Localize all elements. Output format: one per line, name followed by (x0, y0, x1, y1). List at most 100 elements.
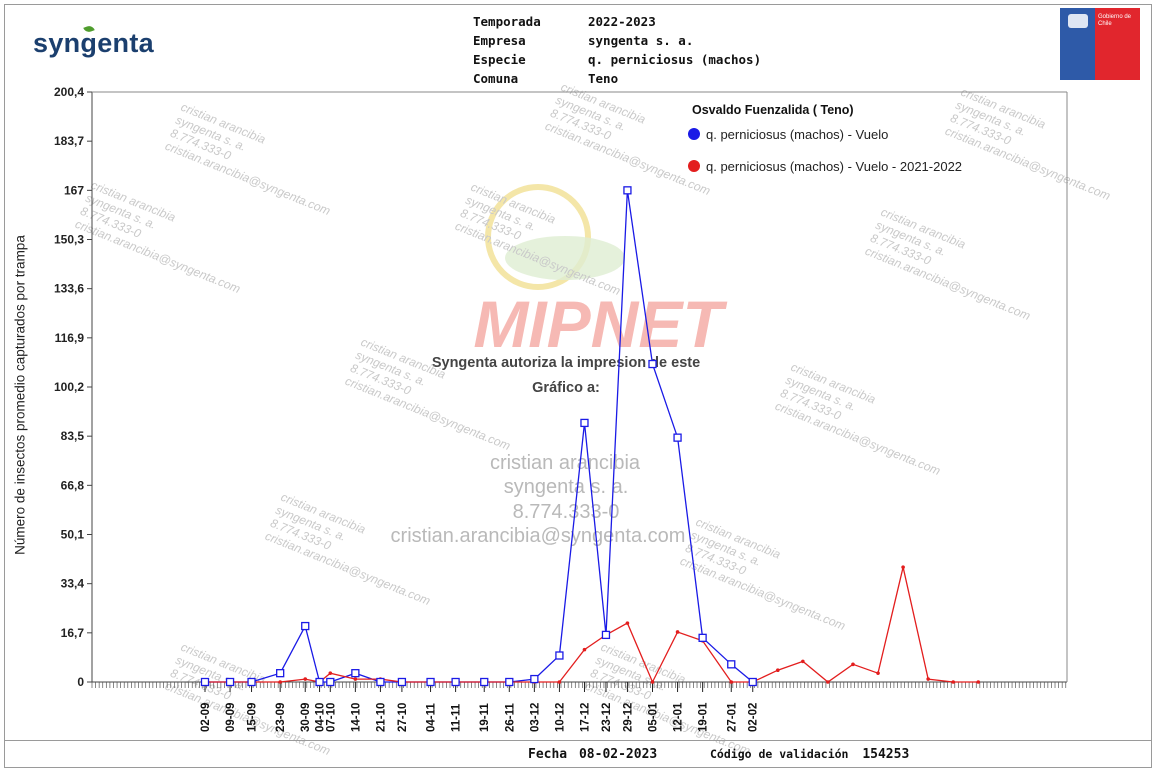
authorization-line1: Syngenta autoriza la impresion de este (432, 355, 700, 371)
data-point-vuelo (698, 633, 707, 642)
gobierno-de-chile-logo: Gobierno de Chile (1060, 8, 1140, 80)
data-point-vuelo (247, 677, 256, 687)
data-point-vuelo (505, 677, 514, 687)
watermark-email: cristian.arancibia@syngenta.com (391, 525, 686, 547)
x-tick-label: 02-02 (748, 703, 760, 732)
data-point-vuelo (451, 677, 460, 687)
y-tick-label: 33,4 (61, 577, 85, 591)
data-point-vuelo (376, 677, 385, 687)
mipnet-watermark-icon (485, 184, 625, 290)
watermark-company: syngenta s. a. (504, 476, 629, 498)
data-point-vuelo-2021-2022 (625, 621, 630, 625)
data-point-vuelo-2021-2022 (729, 680, 734, 684)
data-point-vuelo (397, 677, 407, 687)
x-tick-label: 17-12 (579, 703, 591, 732)
data-point-vuelo-2021-2022 (675, 630, 680, 634)
legend-marker-vuelo-2021-2022 (688, 160, 700, 172)
data-point-vuelo-2021-2022 (876, 671, 880, 675)
header-label: Temporada (473, 14, 541, 29)
data-point-vuelo-2021-2022 (801, 659, 805, 664)
header-labels: Temporada Empresa Especie Comuna (473, 12, 541, 88)
y-tick-label: 183,7 (54, 134, 84, 148)
y-tick-label: 100,2 (54, 380, 84, 394)
x-tick-label: 27-01 (726, 702, 738, 732)
data-point-vuelo-2021-2022 (826, 680, 830, 684)
header-label: Empresa (473, 33, 526, 48)
y-tick-label: 150,3 (54, 233, 84, 247)
x-tick-label: 23-12 (601, 703, 613, 732)
y-tick-label: 200,4 (54, 85, 84, 99)
header-value: syngenta s. a. (588, 33, 694, 48)
header-label: Comuna (473, 71, 519, 86)
x-tick-label: 04-11 (426, 703, 438, 732)
gov-logo-red (1095, 8, 1140, 80)
legend-label-vuelo-2021-2022: q. perniciosus (machos) - Vuelo - 2021-2… (706, 159, 962, 174)
y-tick-label: 116,9 (55, 331, 85, 345)
y-tick-label: 83,5 (61, 429, 85, 443)
footer-divider (5, 740, 1151, 741)
x-tick-label: 04-10 (315, 703, 327, 732)
x-tick-label: 05-01 (648, 702, 660, 732)
data-point-vuelo (315, 677, 324, 687)
data-point-vuelo-2021-2022 (353, 677, 358, 681)
data-point-vuelo (648, 359, 657, 369)
data-point-vuelo-2021-2022 (976, 680, 981, 684)
data-point-vuelo (555, 651, 564, 660)
data-point-vuelo (727, 660, 736, 669)
y-ticks: 0 16,7 33,4 50,1 66,8 83,5 100,2 116,9 133,6 150,… (54, 85, 92, 689)
header-value: q. perniciosus (machos) (588, 52, 762, 67)
validation-code-label: Código de validación (710, 747, 849, 761)
x-tick-label: 19-11 (479, 703, 491, 732)
legend: Osvaldo Fuenzalida ( Teno) q. perniciosu… (688, 103, 962, 174)
small-watermark-line: cristian.arancibia@syngenta.com (343, 374, 512, 453)
legend-title: Osvaldo Fuenzalida ( Teno) (692, 103, 854, 117)
data-point-vuelo-2021-2022 (582, 647, 587, 652)
header-value: Teno (588, 71, 619, 86)
x-tick-label: 27-10 (397, 703, 409, 732)
y-tick-label: 66,8 (61, 478, 85, 492)
watermark-layer: MIPNET Syngenta autoriza la impresion de… (73, 80, 1112, 758)
small-watermark-line: cristian.arancibia@syngenta.com (543, 119, 712, 198)
series-line-vuelo-2021-2022 (205, 567, 979, 684)
header-label: Especie (473, 52, 526, 67)
data-point-vuelo (326, 677, 335, 687)
small-watermark-line: cristian.arancibia@syngenta.com (678, 554, 847, 633)
x-tick-label: 14-10 (350, 703, 362, 732)
x-tick-label: 07-10 (325, 703, 337, 732)
gov-logo-text: Gobierno de Chile (1098, 14, 1132, 27)
header-values: 2022-2023 syngenta s. a. q. perniciosus … (588, 12, 761, 88)
authorization-line2: Gráfico a: (532, 380, 600, 396)
y-tick-label: 16,7 (61, 626, 85, 640)
data-point-vuelo-2021-2022 (926, 677, 930, 681)
date-label: Fecha (528, 747, 568, 762)
x-tick-label: 21-10 (375, 703, 387, 732)
series-layer (200, 186, 981, 687)
data-point-vuelo-2021-2022 (328, 671, 333, 675)
footer-validation-code: Código de validación 154253 (710, 747, 909, 762)
chile-emblem-icon (1068, 14, 1088, 28)
data-point-vuelo-2021-2022 (650, 680, 655, 684)
data-point-vuelo (276, 669, 285, 678)
small-watermark-line: cristian.arancibia@syngenta.com (73, 217, 242, 296)
validation-code-value: 154253 (862, 747, 910, 762)
y-tick-label: 133,6 (54, 282, 84, 296)
data-point-vuelo-2021-2022 (776, 668, 780, 673)
legend-label-vuelo: q. perniciosus (machos) - Vuelo (706, 127, 888, 142)
x-tick-label: 15-09 (247, 703, 259, 732)
data-point-vuelo (580, 418, 589, 428)
x-tick-label: 10-12 (554, 703, 566, 732)
mipnet-watermark: MIPNET (473, 287, 727, 361)
data-point-vuelo-2021-2022 (951, 680, 956, 684)
data-point-vuelo (301, 621, 310, 631)
small-watermark-line: cristian.arancibia@syngenta.com (863, 244, 1032, 323)
data-point-vuelo (530, 674, 539, 684)
